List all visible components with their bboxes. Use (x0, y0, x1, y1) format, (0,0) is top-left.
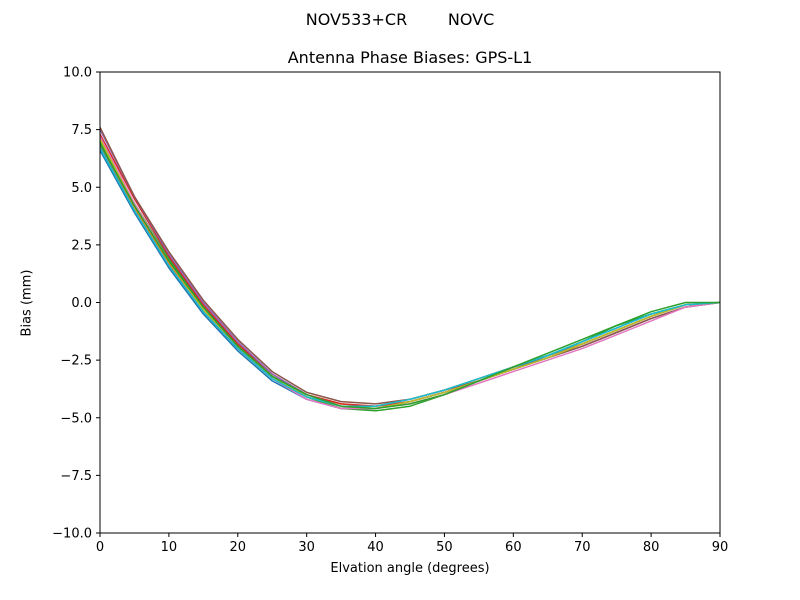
y-axis-label: Bias (mm) (19, 269, 35, 337)
x-tick-label: 50 (436, 540, 453, 555)
y-tick-label: −10.0 (52, 527, 92, 542)
data-series-line (100, 150, 720, 410)
data-series-line (100, 143, 720, 407)
suptitle-antenna: NOV533+CR (305, 10, 408, 29)
data-series-line (100, 129, 720, 410)
x-tick-label: 0 (96, 540, 104, 555)
y-tick-label: 2.5 (71, 238, 92, 253)
data-series-line (100, 140, 720, 412)
y-tick-label: 10.0 (63, 66, 92, 81)
x-tick-label: 80 (643, 540, 660, 555)
data-series-line (100, 147, 720, 407)
y-tick-label: 0.0 (71, 296, 92, 311)
x-tick-label: 60 (505, 540, 522, 555)
chart-title: Antenna Phase Biases: GPS-L1 (287, 48, 533, 67)
x-tick-label: 10 (161, 540, 178, 555)
y-tick-label: 7.5 (71, 123, 92, 138)
y-tick-label: −7.5 (60, 469, 92, 484)
y-tick-label: −5.0 (60, 411, 92, 426)
data-series-line (100, 136, 720, 410)
data-series-line (100, 133, 720, 407)
figure-suptitle: NOV533+CR NOVC (0, 10, 800, 29)
x-tick-label: 90 (712, 540, 729, 555)
x-axis-label: Elvation angle (degrees) (330, 561, 490, 576)
data-series-line (100, 126, 720, 405)
data-series-line (100, 145, 720, 407)
x-tick-label: 20 (230, 540, 247, 555)
x-tick-label: 40 (367, 540, 384, 555)
data-series-line (100, 143, 720, 410)
y-tick-label: 5.0 (71, 181, 92, 196)
data-series-line (100, 138, 720, 410)
x-tick-label: 70 (574, 540, 591, 555)
suptitle-radome: NOVC (447, 10, 495, 29)
axes-frame (99, 71, 721, 534)
x-tick-label: 30 (298, 540, 315, 555)
y-tick-label: −2.5 (60, 354, 92, 369)
